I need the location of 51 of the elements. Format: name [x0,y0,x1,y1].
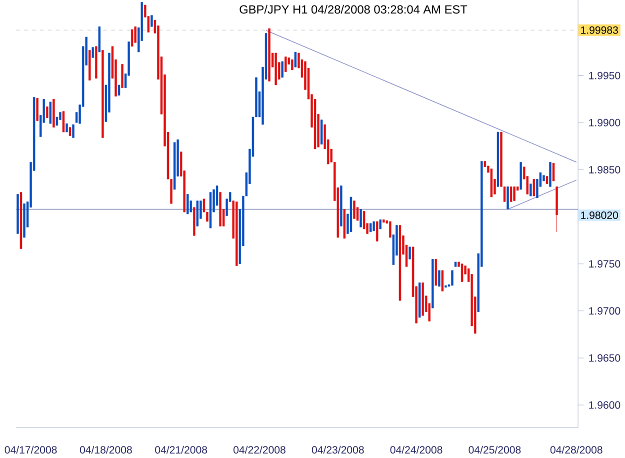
candlestick [376,221,378,242]
candlestick [294,52,297,68]
candlestick [130,29,134,47]
y-tick-label: 1.9850 [589,166,620,174]
y-tick-label: 1.9900 [589,118,620,126]
candlestick [389,221,392,238]
x-tick-label: 04/25/2008 [468,446,521,454]
y-tick-label: 1.9600 [589,401,620,409]
y-tick-label: 1.9950 [589,72,620,80]
x-tick-label: 04/22/2008 [234,446,286,454]
x-tick-label: 04/28/2008 [550,446,602,454]
candlestick [438,270,440,287]
ref-line-label: 1.99983 [581,26,618,34]
candlestick [134,26,136,43]
candlestick [530,184,532,196]
chart-title: GBP/JPY H1 04/28/2008 03:28:04 AM EST [240,4,468,14]
x-tick-label: 04/23/2008 [312,446,364,454]
candlestick [506,186,509,210]
candlestick [150,15,153,27]
candlestick [510,186,512,202]
candlestick [92,47,94,58]
candlestick [291,59,294,70]
candlestick [379,219,382,230]
x-tick-label: 04/21/2008 [155,446,208,454]
candlestick [552,162,555,182]
candlestick [46,106,48,118]
candlestick [72,124,74,138]
candlestick [441,270,444,292]
candlestick [49,102,52,124]
candlestick [460,264,464,282]
candlestick [360,208,362,228]
x-tick-label: 04/17/2008 [4,446,57,454]
candlestick [121,64,124,88]
x-tick-label: 04/18/2008 [80,446,132,454]
x-tick-label: 04/24/2008 [390,446,442,454]
candlestick [451,270,454,286]
candlestick [513,186,516,202]
y-tick-label: 1.9700 [589,307,620,315]
text: 1.98020 [581,211,618,219]
candlestick [62,111,65,132]
y-tick-label: 1.9750 [589,260,620,268]
candlestick [36,98,38,122]
candlestick [281,61,284,78]
candlestick [532,178,536,196]
candlestick [408,246,411,260]
candlestick [186,194,189,214]
candlestick [372,221,375,232]
candlestick [353,200,356,219]
y-tick-label: 1.9650 [589,354,620,362]
candlestick [118,84,120,96]
candlestick [284,56,287,72]
